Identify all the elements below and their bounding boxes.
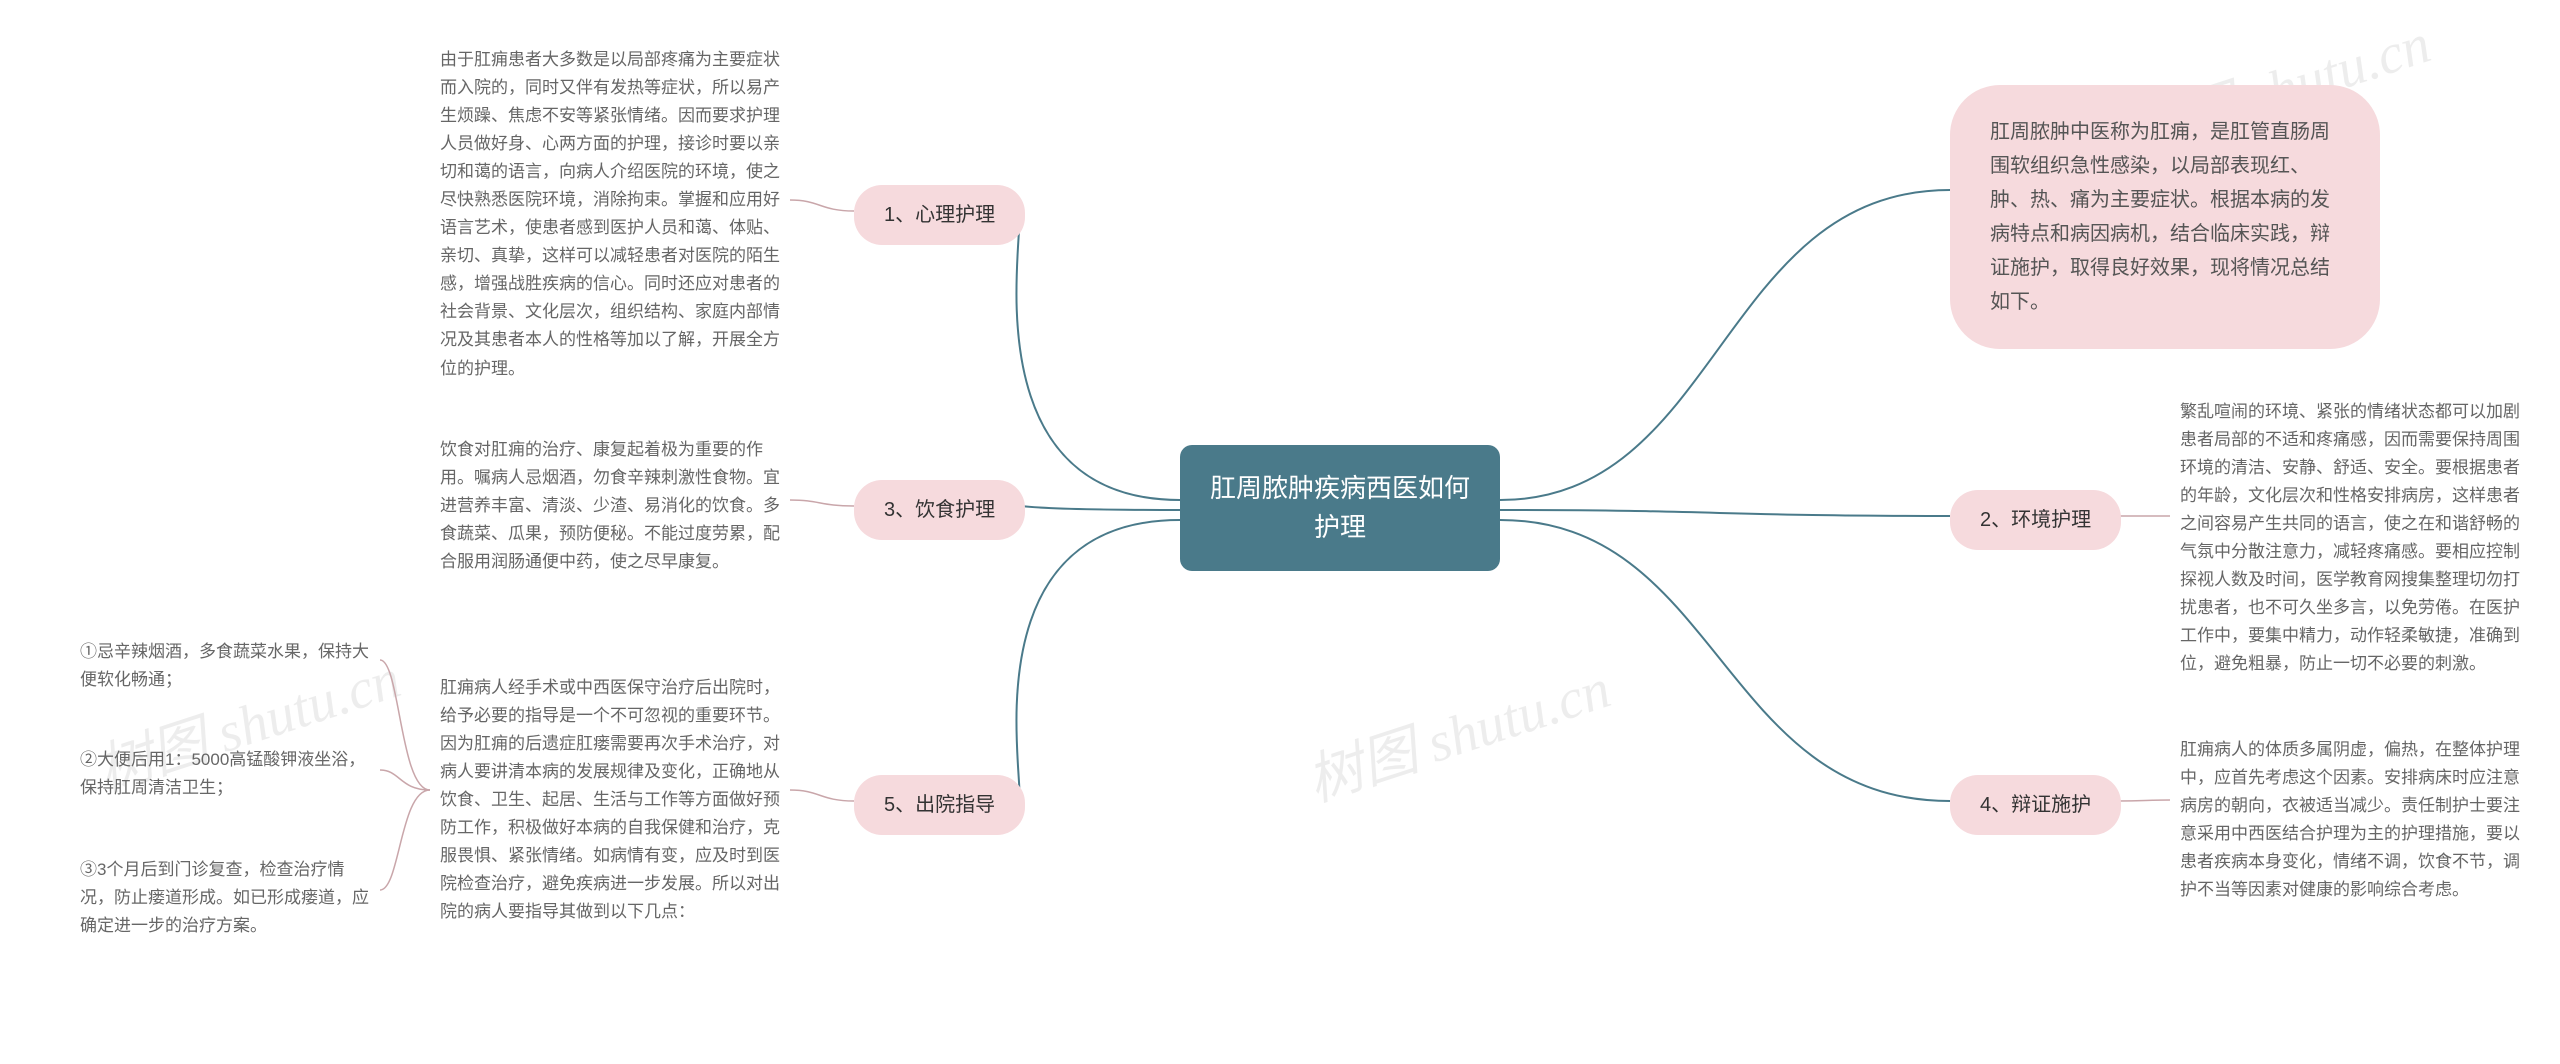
- branch-1-label: 1、心理护理: [884, 204, 995, 226]
- sub5-3: ③3个月后到门诊复查，检查治疗情况，防止瘘道形成。如已形成瘘道，应确定进一步的治…: [70, 850, 380, 946]
- intro-text: 肛周脓肿中医称为肛痈，是肛管直肠周围软组织急性感染，以局部表现红、肿、热、痛为主…: [1990, 121, 2330, 313]
- sub5-3-text: ③3个月后到门诊复查，检查治疗情况，防止瘘道形成。如已形成瘘道，应确定进一步的治…: [80, 860, 369, 935]
- mindmap-canvas: { "center": { "title": "肛周脓肿疾病西医如何护理" },…: [0, 0, 2560, 1064]
- detail-4-text: 肛痈病人的体质多属阴虚，偏热，在整体护理中，应首先考虑这个因素。安排病床时应注意…: [2180, 740, 2520, 899]
- branch-3-label: 3、饮食护理: [884, 499, 995, 521]
- intro-node: 肛周脓肿中医称为肛痈，是肛管直肠周围软组织急性感染，以局部表现红、肿、热、痛为主…: [1950, 85, 2380, 349]
- detail-1: 由于肛痈患者大多数是以局部疼痛为主要症状而入院的，同时又伴有发热等症状，所以易产…: [430, 40, 790, 389]
- branch-4: 4、辩证施护: [1950, 775, 2121, 835]
- watermark: 树图 shutu.cn: [1295, 643, 1619, 817]
- sub5-2-text: ②大便后用1：5000高锰酸钾液坐浴，保持肛周清洁卫生；: [80, 750, 365, 797]
- detail-5-text: 肛痈病人经手术或中西医保守治疗后出院时，给予必要的指导是一个不可忽视的重要环节。…: [440, 678, 780, 921]
- branch-1: 1、心理护理: [854, 185, 1025, 245]
- center-title: 肛周脓肿疾病西医如何护理: [1210, 473, 1470, 542]
- detail-1-text: 由于肛痈患者大多数是以局部疼痛为主要症状而入院的，同时又伴有发热等症状，所以易产…: [440, 50, 780, 378]
- branch-2: 2、环境护理: [1950, 490, 2121, 550]
- branch-4-label: 4、辩证施护: [1980, 794, 2091, 816]
- branch-5: 5、出院指导: [854, 775, 1025, 835]
- detail-3-text: 饮食对肛痈的治疗、康复起着极为重要的作用。嘱病人忌烟酒，勿食辛辣刺激性食物。宜进…: [440, 440, 780, 571]
- center-topic: 肛周脓肿疾病西医如何护理: [1180, 445, 1500, 571]
- sub5-2: ②大便后用1：5000高锰酸钾液坐浴，保持肛周清洁卫生；: [70, 740, 380, 808]
- branch-2-label: 2、环境护理: [1980, 509, 2091, 531]
- sub5-1: ①忌辛辣烟酒，多食蔬菜水果，保持大便软化畅通；: [70, 632, 380, 700]
- detail-2-text: 繁乱喧闹的环境、紧张的情绪状态都可以加剧患者局部的不适和疼痛感，因而需要保持周围…: [2180, 402, 2520, 673]
- sub5-1-text: ①忌辛辣烟酒，多食蔬菜水果，保持大便软化畅通；: [80, 642, 369, 689]
- branch-5-label: 5、出院指导: [884, 794, 995, 816]
- detail-3: 饮食对肛痈的治疗、康复起着极为重要的作用。嘱病人忌烟酒，勿食辛辣刺激性食物。宜进…: [430, 430, 790, 582]
- detail-5: 肛痈病人经手术或中西医保守治疗后出院时，给予必要的指导是一个不可忽视的重要环节。…: [430, 668, 790, 932]
- detail-4: 肛痈病人的体质多属阴虚，偏热，在整体护理中，应首先考虑这个因素。安排病床时应注意…: [2170, 730, 2540, 910]
- branch-3: 3、饮食护理: [854, 480, 1025, 540]
- detail-2: 繁乱喧闹的环境、紧张的情绪状态都可以加剧患者局部的不适和疼痛感，因而需要保持周围…: [2170, 392, 2540, 684]
